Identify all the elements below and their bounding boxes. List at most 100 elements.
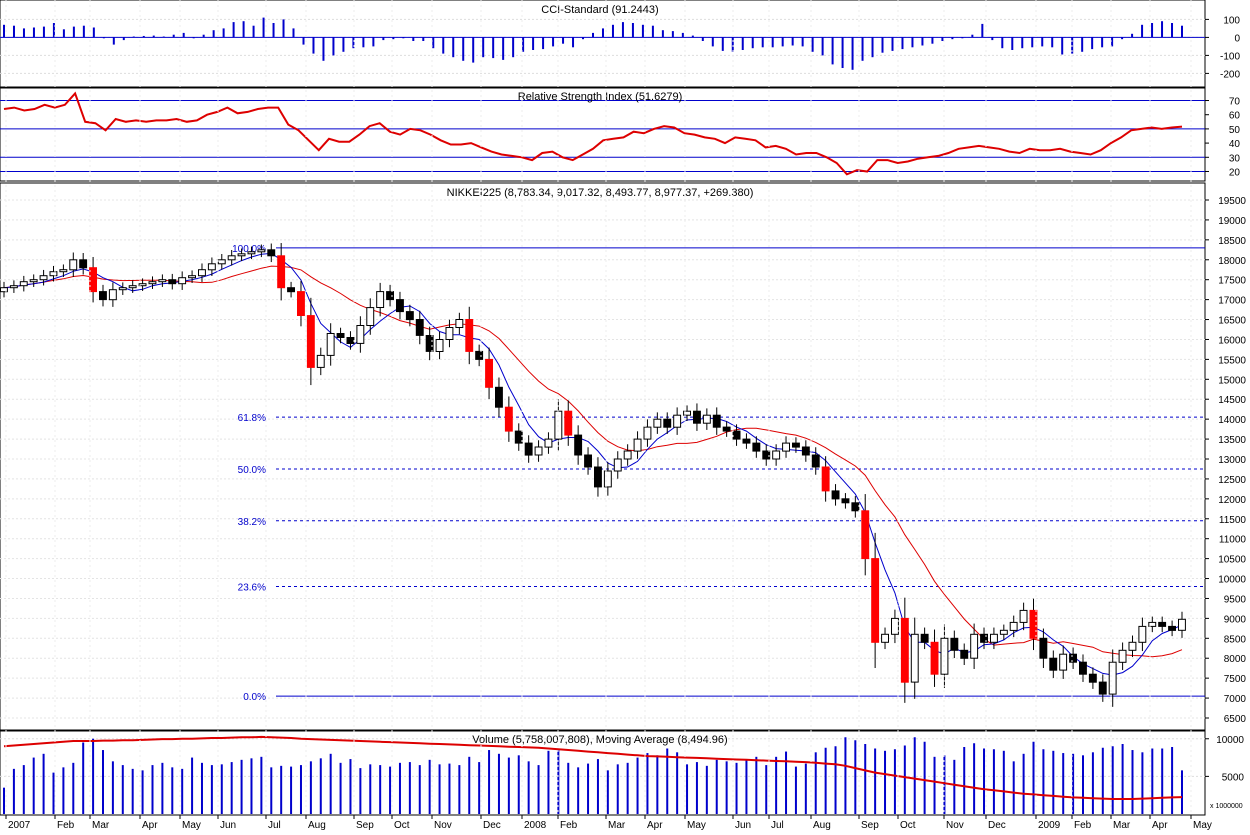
candle-body bbox=[9, 285, 18, 289]
candle-body bbox=[1108, 661, 1117, 695]
candle-body bbox=[475, 350, 484, 360]
candle-body bbox=[485, 358, 494, 388]
candle-body bbox=[277, 255, 286, 289]
candle-body bbox=[831, 490, 840, 500]
price-tick-label: 16000 bbox=[1218, 335, 1246, 346]
candle-body bbox=[257, 249, 266, 253]
x-tick-label: Mar bbox=[1113, 820, 1131, 830]
rsi-title: Relative Strength Index (51.6279) bbox=[518, 91, 683, 103]
candle-body bbox=[79, 259, 88, 269]
candle-body bbox=[772, 450, 781, 460]
candle-body bbox=[564, 410, 573, 436]
price-title: NIKKEI225 (8,783.34, 9,017.32, 8,493.77,… bbox=[447, 187, 754, 199]
price-tick-label: 14500 bbox=[1218, 395, 1246, 406]
price-tick-label: 12000 bbox=[1218, 495, 1246, 506]
candle-body bbox=[19, 281, 28, 287]
candle-body bbox=[49, 271, 58, 277]
candle-body bbox=[227, 255, 236, 261]
candle-body bbox=[138, 283, 147, 287]
candle-body bbox=[465, 319, 474, 352]
candle-body bbox=[930, 641, 939, 675]
rsi-tick-label: 20 bbox=[1229, 167, 1241, 178]
candle-body bbox=[613, 458, 622, 472]
candle-body bbox=[980, 633, 988, 643]
price-tick-label: 6500 bbox=[1224, 714, 1247, 725]
candle-body bbox=[990, 633, 998, 643]
candle-body bbox=[108, 289, 117, 301]
candle-body bbox=[891, 617, 899, 635]
x-tick-label: Jul bbox=[268, 820, 281, 830]
candle-body bbox=[871, 558, 880, 643]
candle-body bbox=[99, 291, 107, 301]
x-axis: 2007 Feb Mar Apr May Jun Jul Aug Sep Oct Nov Dec 200… bbox=[0, 0, 1212, 831]
candle-body bbox=[683, 410, 691, 416]
fib-label: 100.0% bbox=[232, 244, 266, 255]
candle-body bbox=[1029, 609, 1038, 639]
price-tick-label: 18500 bbox=[1218, 236, 1246, 247]
fib-label: 61.8% bbox=[238, 413, 266, 424]
candle-body bbox=[356, 325, 365, 344]
candle-body bbox=[306, 315, 315, 368]
price-panel: 100.0% 61.8% 50.0% 38.2% 23.6% 0.0% NIKKEI225… bbox=[0, 182, 1247, 731]
price-tick-label: 19500 bbox=[1218, 196, 1246, 207]
price-tick-label: 14000 bbox=[1218, 415, 1246, 426]
candle-body bbox=[1069, 653, 1077, 663]
candle-body bbox=[653, 418, 662, 428]
candle-body bbox=[1128, 641, 1137, 651]
candle-body bbox=[1158, 621, 1167, 627]
price-tick-label: 12500 bbox=[1218, 475, 1246, 486]
candle-body bbox=[89, 267, 97, 293]
candle-body bbox=[1168, 625, 1176, 631]
x-tick-label: 2009 bbox=[1038, 820, 1061, 830]
price-tick-label: 16500 bbox=[1218, 316, 1246, 327]
x-tick-label: Feb bbox=[560, 820, 578, 830]
price-tick-label: 10500 bbox=[1218, 555, 1246, 566]
cci-tick-label: -100 bbox=[1220, 51, 1240, 62]
candle-body bbox=[1079, 661, 1087, 675]
rsi-tick-label: 40 bbox=[1229, 139, 1241, 150]
candle-body bbox=[792, 442, 800, 448]
candle-body bbox=[148, 281, 157, 285]
price-tick-label: 17500 bbox=[1218, 276, 1246, 287]
candle-body bbox=[1118, 649, 1127, 663]
x-tick-label: Jun bbox=[220, 820, 236, 830]
x-tick-label: Apr bbox=[647, 820, 663, 830]
candle-body bbox=[742, 438, 751, 444]
x-tick-label: Oct bbox=[394, 820, 410, 830]
volume-unit-label: x 1000000 bbox=[1210, 803, 1243, 810]
price-tick-label: 7000 bbox=[1224, 694, 1247, 705]
x-tick-label: Dec bbox=[483, 820, 501, 830]
x-tick-label: Aug bbox=[813, 820, 831, 830]
x-tick-label: Apr bbox=[1152, 820, 1168, 830]
cci-panel: CCI-Standard (91.2443) 100 0 -100 -200 bbox=[0, 0, 1240, 88]
candle-body bbox=[0, 287, 8, 293]
candle-body bbox=[702, 414, 711, 424]
candle-body bbox=[455, 319, 464, 328]
candle-body bbox=[594, 466, 602, 488]
rsi-tick-label: 30 bbox=[1229, 153, 1241, 164]
candle-body bbox=[435, 339, 444, 352]
price-tick-label: 18000 bbox=[1218, 256, 1246, 267]
volume-tick-label: 10000 bbox=[1216, 735, 1244, 746]
candle-body bbox=[504, 406, 513, 432]
candle-body bbox=[316, 354, 325, 368]
candle-body bbox=[851, 502, 860, 512]
candle-body bbox=[59, 269, 68, 273]
candle-body bbox=[524, 442, 533, 456]
candle-body bbox=[881, 633, 889, 643]
price-tick-label: 13500 bbox=[1218, 435, 1246, 446]
price-tick-label: 8000 bbox=[1224, 654, 1247, 665]
candle-body bbox=[999, 629, 1008, 635]
price-tick-label: 11500 bbox=[1219, 515, 1247, 526]
candle-body bbox=[1148, 621, 1157, 627]
price-tick-label: 10000 bbox=[1218, 575, 1246, 586]
candle-body bbox=[396, 299, 404, 313]
price-tick-label: 13000 bbox=[1218, 455, 1246, 466]
candle-body bbox=[762, 450, 771, 460]
candle-body bbox=[445, 327, 454, 340]
candle-body bbox=[69, 259, 78, 271]
candle-body bbox=[207, 263, 216, 271]
rsi-tick-label: 70 bbox=[1229, 97, 1241, 108]
candle-body bbox=[603, 470, 612, 488]
x-tick-label: Feb bbox=[1074, 820, 1092, 830]
